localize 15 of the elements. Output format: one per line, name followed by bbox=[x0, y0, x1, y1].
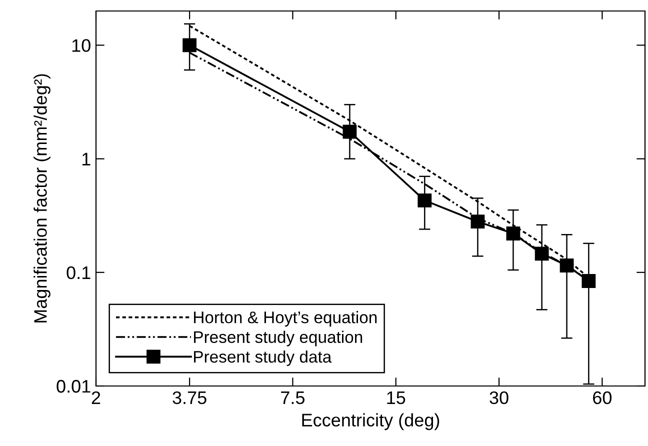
x-tick-label: 3.75 bbox=[172, 391, 206, 404]
legend-label: Present study data bbox=[194, 350, 332, 366]
y-tick-label: 10 bbox=[72, 39, 90, 52]
x-axis-title: Eccentricity (deg) bbox=[302, 413, 440, 430]
y-tick-label: 0.01 bbox=[56, 380, 90, 393]
legend-label: Present study equation bbox=[194, 330, 362, 346]
x-tick-label: 30 bbox=[490, 391, 508, 404]
y-tick-label: 1 bbox=[82, 152, 90, 166]
x-tick-label: 7.5 bbox=[281, 392, 305, 404]
x-tick-label: 15 bbox=[387, 392, 406, 404]
x-tick-label: 60 bbox=[593, 391, 612, 404]
x-tick-label: 2 bbox=[92, 391, 100, 404]
y-axis-title: Magnification factor (mm²/deg²) bbox=[34, 74, 50, 322]
legend-label: Horton & Hoyt’s equation bbox=[194, 311, 377, 327]
y-tick-label: 0.1 bbox=[66, 266, 90, 280]
